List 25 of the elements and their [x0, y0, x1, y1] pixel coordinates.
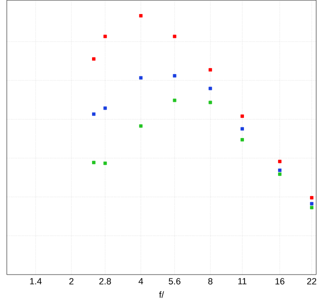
point [310, 196, 314, 200]
x-tick-label: 2.8 [99, 278, 111, 284]
point [240, 138, 244, 142]
point [310, 206, 314, 210]
point [310, 202, 314, 206]
point [139, 124, 143, 128]
x-tick-label: 4 [138, 278, 144, 284]
point [240, 114, 244, 118]
x-tick-label: 11 [238, 278, 246, 284]
point [208, 100, 212, 104]
x-tick-label: 5.6 [168, 278, 180, 284]
x-tick-label: 2 [69, 278, 74, 284]
x-tick-label: 16 [276, 278, 284, 284]
x-tick-label: 22 [307, 278, 316, 284]
point [208, 86, 212, 90]
x-axis-title: f/ [159, 291, 164, 298]
point [139, 14, 143, 18]
point [139, 76, 143, 80]
point [172, 98, 176, 102]
point [172, 74, 176, 78]
point [208, 68, 212, 72]
x-tick-label: 1.4 [30, 278, 42, 284]
point [172, 34, 176, 38]
point [240, 127, 244, 130]
x-tick-label: 8 [208, 278, 212, 284]
